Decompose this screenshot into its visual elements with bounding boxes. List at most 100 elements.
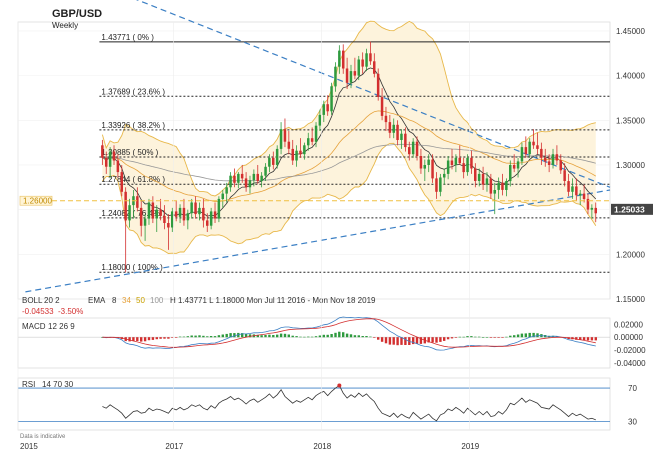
macd-histogram-bar [221, 334, 224, 338]
candle-body [143, 218, 147, 226]
rsi-axis-ticks: 70 30 [628, 384, 637, 427]
macd-histogram-bar [272, 335, 275, 338]
macd-histogram-bar [431, 337, 434, 343]
candle-body [295, 150, 298, 161]
time-tick-label: 2015 [20, 442, 38, 451]
candle-body [376, 73, 380, 97]
candle-body [435, 178, 438, 192]
price-tick-label: 1.15000 [616, 295, 645, 304]
candle-body [314, 125, 318, 142]
candle-body [536, 145, 539, 149]
macd-histogram-bar [349, 334, 353, 338]
macd-histogram-bar [178, 336, 182, 338]
price-tick-label: 1.20000 [616, 250, 645, 259]
candle-body [213, 211, 217, 219]
macd-histogram-bar [244, 333, 248, 338]
macd-line [102, 316, 596, 351]
macd-histogram-bar [536, 333, 539, 338]
macd-histogram-bar [458, 336, 461, 338]
macd-plot [18, 316, 610, 351]
macd-histogram-bar [380, 337, 384, 342]
candle-body [524, 147, 528, 155]
macd-histogram-bar [485, 337, 489, 338]
rsi-tick-label: 70 [628, 384, 637, 393]
macd-histogram-bar [594, 337, 597, 341]
descending-resistance [135, 0, 611, 188]
macd-histogram-bar [586, 337, 590, 341]
macd-histogram-bar [229, 333, 232, 338]
rsi-tick-label: 30 [628, 418, 637, 427]
candle-body [481, 173, 485, 185]
macd-histogram-bar [478, 336, 481, 338]
macd-histogram-bar [217, 335, 221, 338]
macd-params: 12 26 9 [48, 322, 75, 331]
macd-histogram-bar [532, 332, 535, 338]
candle-body [326, 104, 329, 112]
time-axis: 2015 2017 2018 2019 [17, 22, 480, 451]
candle-body [555, 154, 559, 161]
macd-histogram-bar [462, 336, 465, 338]
candle-body [489, 178, 493, 194]
left-marker-box [19, 195, 53, 206]
candle-body [147, 202, 151, 219]
macd-histogram-bar [190, 335, 193, 338]
fib-label: 1.43771 ( 0% ) [101, 33, 154, 42]
rsi-plot [18, 383, 610, 423]
rsi-panel-frame [17, 377, 611, 431]
macd-histogram-bar [163, 337, 166, 339]
candle-body [287, 141, 291, 149]
candle-body [594, 207, 597, 214]
candle-body [575, 186, 578, 196]
macd-histogram-bar [151, 337, 155, 340]
candle-body [128, 205, 131, 221]
ema-line [102, 143, 596, 182]
candle-body [167, 223, 170, 228]
macd-label: MACD [22, 322, 46, 331]
candle-body [174, 211, 178, 217]
chart-title: GBP/USD [52, 8, 102, 20]
candle-body [466, 157, 469, 173]
candle-body [155, 209, 158, 219]
macd-histogram-bar [209, 336, 213, 338]
candle-body [260, 175, 263, 182]
candle-body [194, 202, 197, 215]
macd-histogram-bar [330, 334, 333, 338]
bollinger-lower [102, 142, 597, 254]
macd-histogram-bar [501, 337, 504, 338]
bollinger-upper [101, 20, 596, 197]
macd-histogram-bar [443, 337, 446, 341]
candle-body [136, 196, 139, 208]
candle-body [233, 175, 236, 183]
macd-histogram-bar [509, 335, 512, 338]
candle-body [427, 159, 430, 165]
candle-body [516, 161, 520, 169]
macd-histogram-bar [415, 337, 419, 344]
macd-histogram-bar [334, 332, 337, 338]
macd-histogram-bar [186, 336, 189, 338]
candle-body [485, 178, 489, 185]
macd-histogram-bar [446, 337, 450, 340]
indicator-header: BOLL 20 2 EMA 8 34 50 100 H 1.43771 L 1.… [22, 296, 376, 316]
macd-histogram-bar [318, 335, 322, 338]
candle-body [493, 190, 496, 194]
macd-histogram-bar [516, 334, 520, 338]
ema-line [102, 110, 597, 203]
candle-body [338, 50, 341, 67]
macd-histogram-bar [213, 336, 217, 338]
macd-panel-frame [17, 317, 611, 369]
macd-histogram-bar [439, 337, 442, 342]
macd-histogram-bar [365, 336, 368, 338]
ema-param-34: 34 [122, 296, 131, 305]
candle-body [124, 191, 127, 221]
bollinger-band [101, 20, 597, 254]
candle-body [264, 166, 267, 176]
candle-body [582, 193, 586, 199]
macd-histogram-bar [198, 335, 201, 338]
macd-histogram-bar [524, 333, 527, 338]
fib-label: 1.18000 ( 100% ) [101, 263, 163, 272]
candle-body [171, 211, 174, 228]
trend-lines [25, 0, 611, 293]
candle-body [217, 198, 221, 219]
macd-histogram-bar [579, 337, 582, 340]
candle-body [388, 122, 392, 133]
